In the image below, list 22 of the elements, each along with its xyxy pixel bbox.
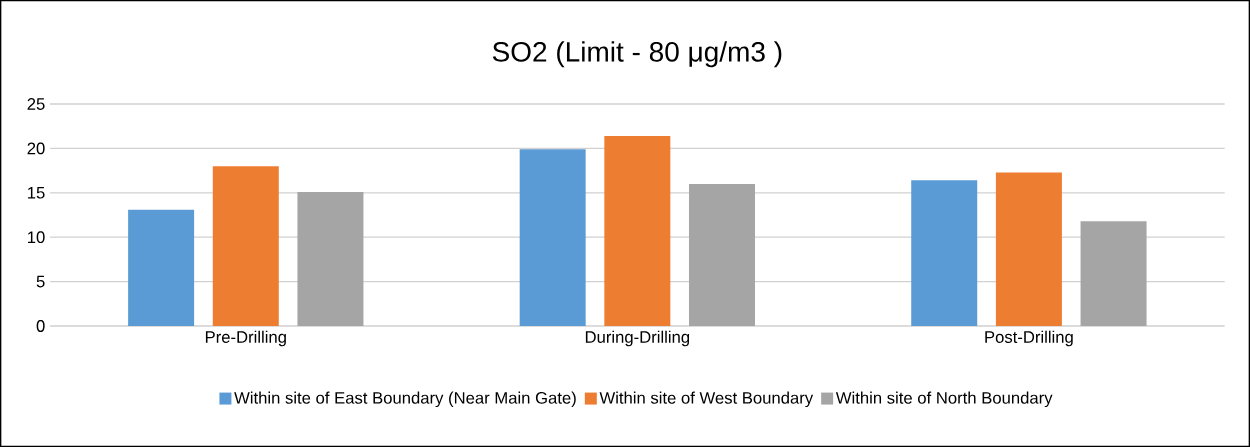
y-tick-label: 15	[28, 186, 45, 199]
legend-label: Within site of East Boundary (Near Main Gate)	[234, 391, 576, 408]
y-tick-label: 25	[27, 98, 45, 110]
x-tick-label: Pre-Drilling	[205, 330, 286, 347]
chart-title: SO2 (Limit - 80 μg/m3 )	[492, 41, 782, 68]
bar	[604, 135, 671, 326]
y-tick-label: 10	[28, 231, 45, 244]
legend-label: Within site of North Boundary	[835, 391, 1053, 408]
x-tick-label: During-Drilling	[585, 330, 690, 347]
bar	[128, 209, 195, 326]
bar	[297, 191, 364, 326]
bar	[519, 149, 586, 326]
bar	[1080, 221, 1147, 326]
bar	[995, 172, 1062, 326]
y-tick-label: 20	[27, 142, 45, 155]
bar	[689, 183, 756, 326]
x-tick-label: Post-Drilling	[985, 330, 1073, 347]
bar	[212, 166, 279, 326]
y-tick-label: 0	[36, 320, 45, 332]
bar	[911, 180, 978, 326]
y-tick-label: 5	[36, 275, 45, 288]
legend-label: Within site of West Boundary	[599, 391, 814, 408]
